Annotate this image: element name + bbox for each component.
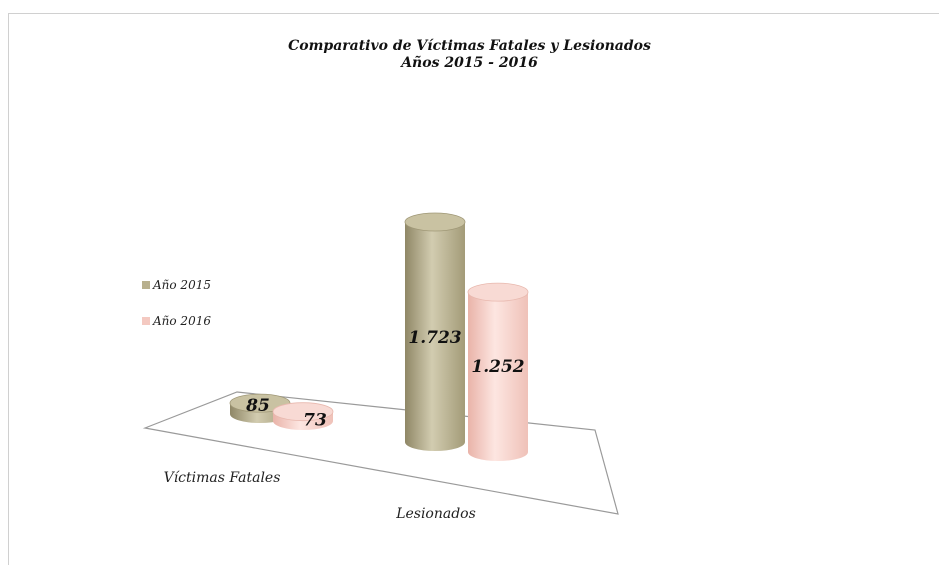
data-label-victimas-2015: 85 [245, 396, 270, 416]
bar-top [404, 212, 466, 232]
bar-body [405, 222, 465, 451]
chart-title-block: Comparativo de Víctimas Fatales y Lesion… [0, 38, 939, 72]
bars-group [229, 212, 529, 461]
category-label-victimas: Víctimas Fatales [164, 470, 281, 486]
bar-lesionados-2015 [404, 212, 466, 451]
legend-swatch-2016 [142, 317, 150, 325]
data-labels-group: 85 73 1.723 1.252 [245, 328, 525, 431]
data-label-victimas-2016: 73 [303, 411, 327, 431]
bar-lesionados-2016 [467, 282, 529, 461]
chart-frame [8, 13, 939, 565]
chart-floor [142, 391, 619, 515]
data-label-lesionados-2015: 1.723 [408, 328, 461, 348]
data-label-lesionados-2016: 1.252 [471, 357, 524, 377]
bar-body [468, 292, 528, 461]
chart-title: Comparativo de Víctimas Fatales y Lesion… [288, 38, 651, 54]
legend-item-2015: Año 2015 [142, 276, 211, 294]
legend-label-2016: Año 2016 [153, 314, 211, 328]
legend-swatch-2015 [142, 281, 150, 289]
category-label-lesionados: Lesionados [395, 506, 476, 522]
legend: Año 2015 Año 2016 [142, 276, 211, 348]
bar-top [272, 402, 334, 422]
legend-label-2015: Año 2015 [153, 278, 211, 292]
chart-subtitle: Años 2015 - 2016 [401, 55, 538, 71]
legend-item-2016: Año 2016 [142, 312, 211, 330]
bar-victimas-2016 [272, 402, 334, 430]
bar-top [467, 282, 529, 302]
